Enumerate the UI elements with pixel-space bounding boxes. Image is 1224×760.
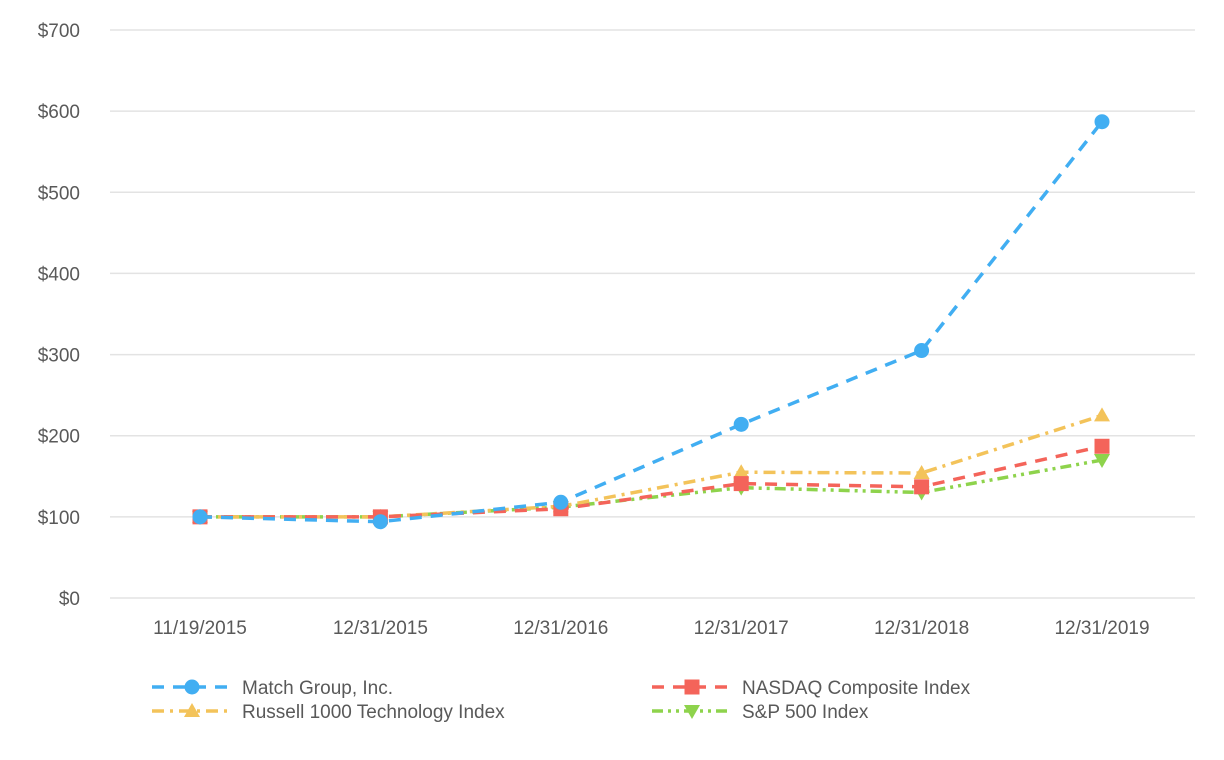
data-point xyxy=(372,514,388,530)
y-tick-label: $0 xyxy=(59,589,80,610)
data-point xyxy=(553,494,569,510)
series-line xyxy=(200,413,1103,519)
y-tick-label: $700 xyxy=(38,21,80,42)
data-point xyxy=(733,464,750,479)
series-1 xyxy=(192,438,1110,525)
legend-item: Russell 1000 Technology Index xyxy=(152,702,505,723)
y-tick-label: $100 xyxy=(38,508,80,529)
legend-item: S&P 500 Index xyxy=(652,702,869,723)
x-axis: 11/19/2015 12/31/2015 12/31/2016 12/31/2017… xyxy=(153,618,1149,639)
data-point xyxy=(1094,114,1110,130)
data-point xyxy=(733,476,749,492)
x-tick-label: 12/31/2017 xyxy=(694,618,789,639)
series-line xyxy=(199,120,1104,524)
data-point xyxy=(913,465,930,480)
grid-lines xyxy=(110,29,1195,599)
data-point xyxy=(1094,407,1110,422)
data-point xyxy=(914,479,930,495)
series-line xyxy=(200,458,1103,519)
data-point xyxy=(733,416,749,432)
y-tick-label: $500 xyxy=(38,183,80,204)
x-tick-label: 12/31/2018 xyxy=(874,618,969,639)
legend-marker xyxy=(684,679,700,695)
x-tick-label: 12/31/2015 xyxy=(333,618,428,639)
y-tick-label: $300 xyxy=(38,346,80,367)
y-tick-label: $200 xyxy=(38,427,80,448)
x-tick-label: 12/31/2016 xyxy=(513,618,608,639)
legend-item: Match Group, Inc. xyxy=(152,678,393,699)
legend: Match Group, Inc. NASDAQ Composite Index R… xyxy=(152,678,971,723)
series-lines xyxy=(192,114,1110,530)
series-2 xyxy=(192,407,1110,523)
legend-label: NASDAQ Composite Index xyxy=(742,678,971,699)
data-point xyxy=(1094,438,1110,454)
series-line xyxy=(200,444,1103,519)
y-tick-label: $400 xyxy=(38,264,80,285)
legend-label: Match Group, Inc. xyxy=(242,678,393,699)
x-tick-label: 11/19/2015 xyxy=(153,618,247,639)
series-0 xyxy=(192,114,1110,530)
data-point xyxy=(192,509,208,525)
data-point xyxy=(1094,454,1110,469)
y-axis: $0 $100 $200 $300 $400 $500 $600 $700 xyxy=(38,21,80,610)
legend-marker xyxy=(184,703,200,717)
x-tick-label: 12/31/2019 xyxy=(1054,618,1149,639)
data-point xyxy=(914,343,930,359)
legend-label: Russell 1000 Technology Index xyxy=(242,702,505,723)
legend-label: S&P 500 Index xyxy=(742,702,869,723)
legend-marker xyxy=(684,705,700,719)
legend-marker xyxy=(184,679,200,695)
y-tick-label: $600 xyxy=(38,102,80,123)
legend-item: NASDAQ Composite Index xyxy=(652,678,971,699)
